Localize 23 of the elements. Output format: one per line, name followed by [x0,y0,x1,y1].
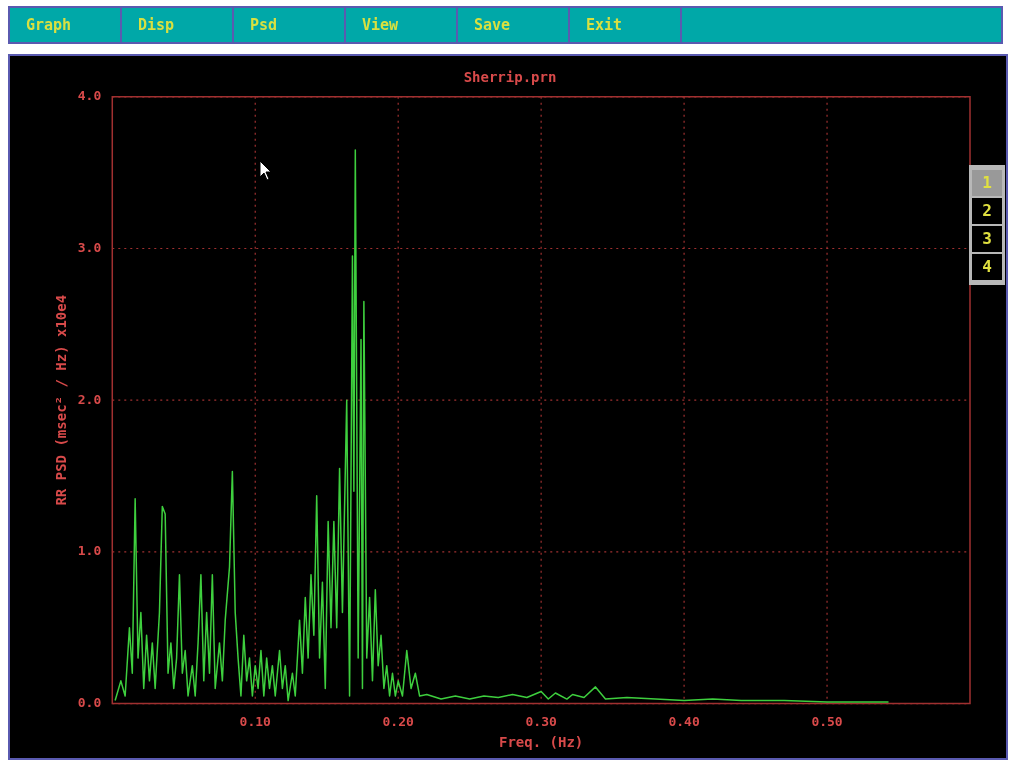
text: View [346,8,458,42]
y-axis-title: RR PSD (msec² / Hz) x10e4 [53,294,70,506]
x-tick-label: 0.30 [525,713,557,729]
text: Exit [570,8,682,42]
y-tick-label: 0.0 [77,694,102,710]
text: Graph [10,8,122,42]
x-tick-label: 0.40 [668,713,700,729]
x-tick-label: 0.50 [811,713,843,729]
y-tick-label: 4.0 [77,88,102,104]
y-tick-label: 3.0 [77,239,102,255]
text: Psd [234,8,346,42]
x-axis-title: Freq. (Hz) [498,734,584,751]
text: Save [458,8,570,42]
x-tick-label: 0.10 [239,713,272,729]
y-tick-label: 1.0 [77,543,102,559]
text: Disp [122,8,234,42]
text: 4 [972,254,1002,280]
x-tick-label: 0.20 [382,713,415,729]
text: 1 [972,170,1002,196]
text: 2 [972,198,1002,224]
text: 3 [972,226,1002,252]
chart-title: Sherrip.prn [463,69,557,86]
y-tick-label: 2.0 [77,391,102,407]
